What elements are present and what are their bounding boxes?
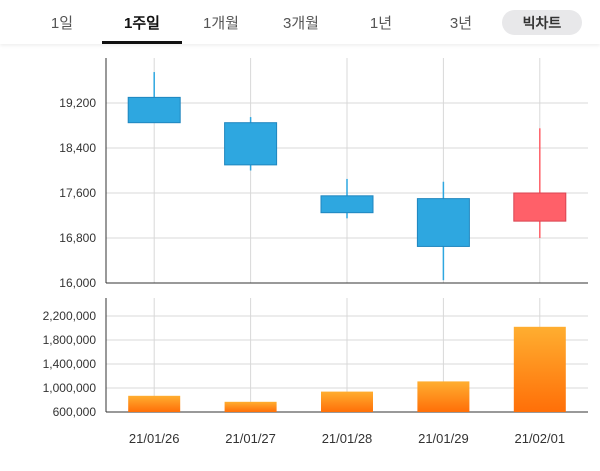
- volume-tick-label: 1,400,000: [43, 357, 97, 371]
- x-tick-label: 21/01/26: [129, 431, 180, 446]
- volume-bar[interactable]: [128, 395, 181, 412]
- candle-body[interactable]: [127, 96, 181, 124]
- x-tick-label: 21/01/29: [418, 431, 469, 446]
- tab-1-year[interactable]: 1년: [369, 15, 393, 32]
- candle-body[interactable]: [224, 122, 278, 166]
- tab-1-month[interactable]: 1개월: [203, 15, 239, 32]
- tab-3-months[interactable]: 3개월: [283, 15, 319, 32]
- period-tab-bar: 1일 1주일 1개월 3개월 1년 3년 빅차트: [0, 0, 600, 44]
- price-tick-label: 16,800: [59, 231, 96, 245]
- tab-1-day[interactable]: 1일: [50, 15, 74, 32]
- volume-bar[interactable]: [417, 381, 470, 412]
- volume-tick-label: 1,000,000: [43, 381, 97, 395]
- price-tick-label: 16,000: [59, 276, 96, 290]
- candle-body[interactable]: [513, 192, 567, 222]
- volume-tick-label: 1,800,000: [43, 333, 97, 347]
- tab-3-years[interactable]: 3년: [449, 15, 473, 32]
- price-tick-label: 18,400: [59, 141, 96, 155]
- candle-body[interactable]: [320, 195, 374, 214]
- x-tick-label: 21/01/28: [322, 431, 373, 446]
- price-tick-label: 19,200: [59, 96, 96, 110]
- x-tick-label: 21/01/27: [225, 431, 276, 446]
- x-tick-label: 21/02/01: [514, 431, 565, 446]
- volume-tick-label: 2,200,000: [43, 309, 97, 323]
- volume-bar[interactable]: [321, 391, 373, 412]
- volume-tick-label: 600,000: [53, 405, 97, 419]
- volume-bar[interactable]: [513, 326, 566, 412]
- big-chart-button[interactable]: 빅차트: [502, 10, 582, 35]
- price-tick-label: 17,600: [59, 186, 96, 200]
- tab-1-week[interactable]: 1주일: [124, 15, 160, 32]
- volume-bar[interactable]: [224, 401, 277, 412]
- active-tab-indicator: [102, 41, 182, 44]
- candle-body[interactable]: [416, 198, 470, 247]
